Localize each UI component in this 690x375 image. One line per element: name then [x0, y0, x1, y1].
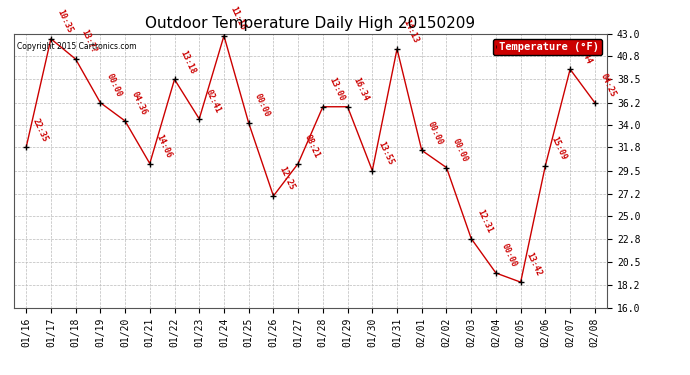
Text: Copyright 2015 Cartronics.com: Copyright 2015 Cartronics.com [17, 42, 136, 51]
Text: 00:00: 00:00 [253, 92, 272, 119]
Text: 04:36: 04:36 [129, 90, 148, 117]
Text: 00:00: 00:00 [104, 72, 124, 99]
Title: Outdoor Temperature Daily High 20150209: Outdoor Temperature Daily High 20150209 [146, 16, 475, 31]
Text: 00:00: 00:00 [426, 120, 444, 146]
Text: 22:35: 22:35 [30, 117, 49, 143]
Text: 00:00: 00:00 [451, 137, 469, 164]
Text: 12:31: 12:31 [475, 208, 494, 234]
Text: 13:55: 13:55 [377, 140, 395, 166]
Text: 14:06: 14:06 [154, 133, 172, 159]
Text: 10:35: 10:35 [55, 8, 74, 34]
Text: 13:18: 13:18 [179, 49, 197, 75]
Text: 11:44: 11:44 [574, 39, 593, 65]
Legend: Temperature (°F): Temperature (°F) [493, 39, 602, 55]
Text: 13:42: 13:42 [525, 252, 544, 278]
Text: 11:16: 11:16 [228, 5, 247, 32]
Text: 13:00: 13:00 [327, 76, 346, 103]
Text: 16:34: 16:34 [352, 76, 371, 103]
Text: 13:??: 13:?? [80, 28, 99, 55]
Text: 14:13: 14:13 [401, 18, 420, 45]
Text: 15:09: 15:09 [549, 135, 569, 161]
Text: 00:00: 00:00 [500, 242, 519, 269]
Text: 12:25: 12:25 [277, 165, 296, 192]
Text: 04:25: 04:25 [599, 72, 618, 99]
Text: 02:41: 02:41 [204, 88, 222, 115]
Text: 08:21: 08:21 [302, 133, 321, 159]
